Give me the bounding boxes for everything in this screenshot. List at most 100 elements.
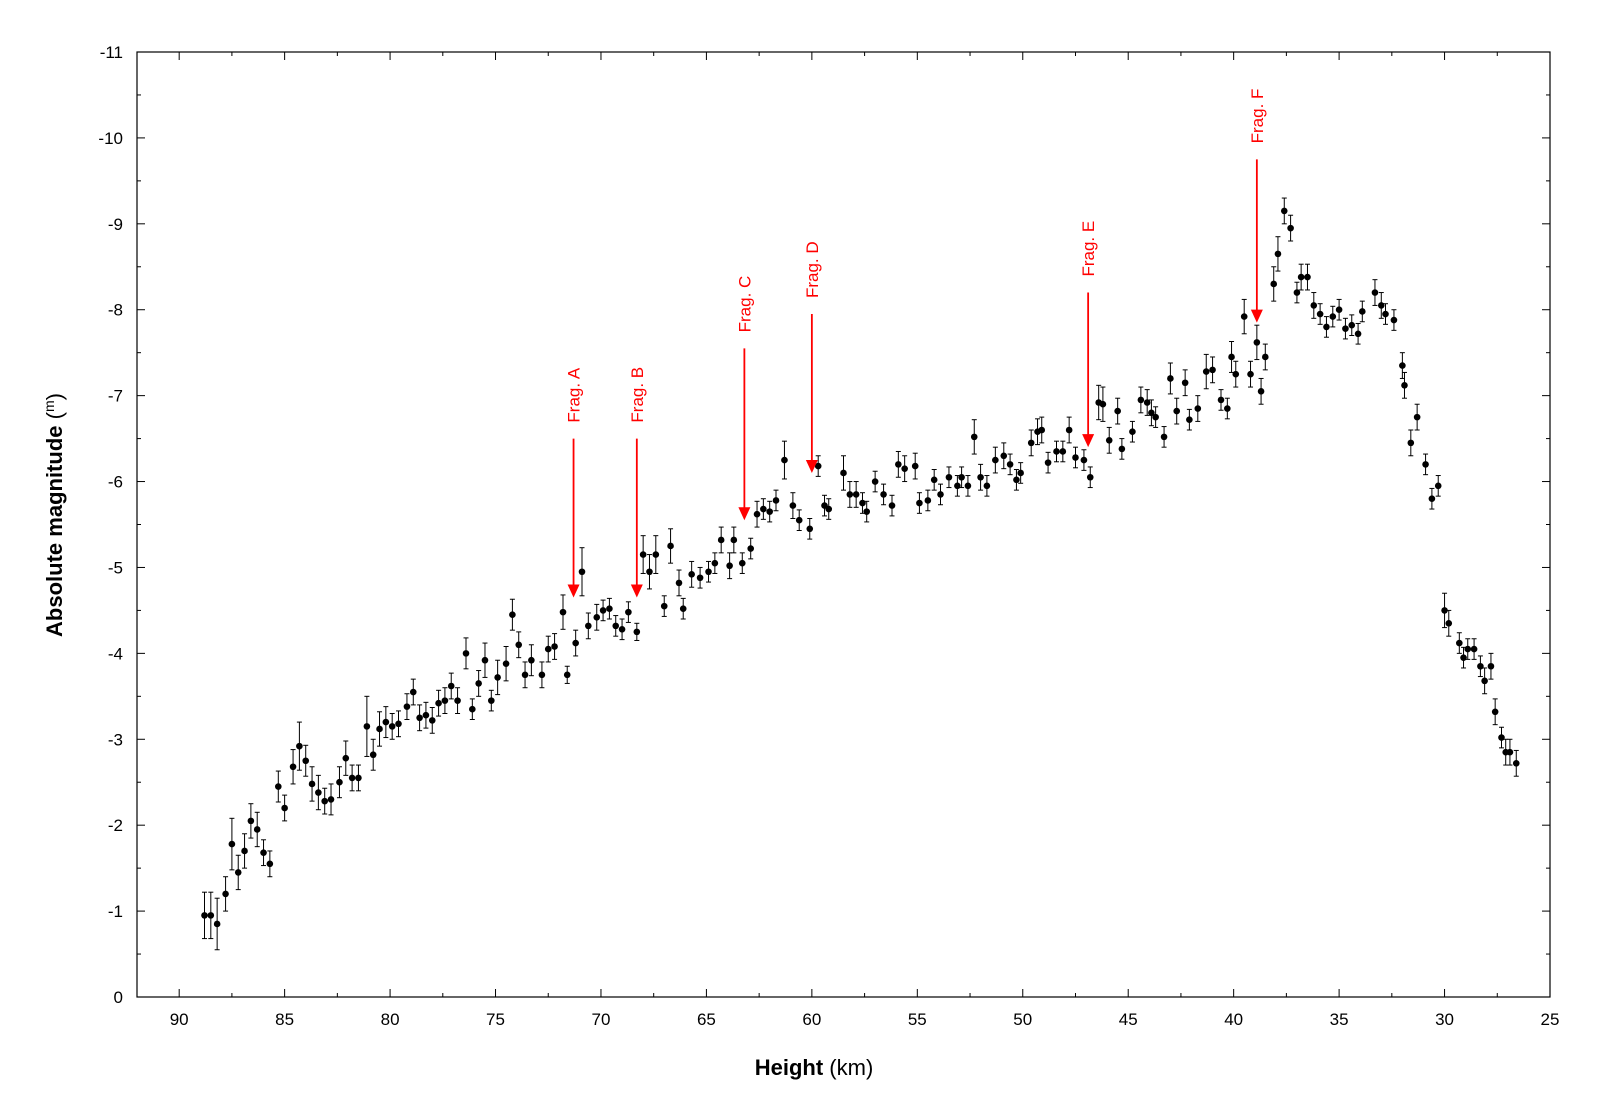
data-point (475, 680, 482, 687)
data-point (937, 491, 944, 498)
data-point (1059, 448, 1067, 455)
data-point (825, 505, 833, 513)
data-point (1481, 677, 1488, 685)
data-point (1382, 310, 1389, 318)
data-point (1209, 366, 1216, 374)
data-point (901, 465, 908, 472)
data-point (1038, 426, 1046, 434)
data-point (1456, 639, 1463, 647)
annotation-label: Frag. D (803, 241, 822, 298)
data-point (1232, 370, 1240, 378)
y-tick-label: -1 (108, 902, 123, 921)
data-point (930, 476, 938, 484)
data-point (1253, 339, 1261, 346)
data-point (321, 797, 328, 805)
annotation-label: Frag. F (1248, 89, 1267, 144)
data-point (247, 817, 255, 825)
data-point (1228, 353, 1235, 361)
data-point (1491, 708, 1499, 716)
data-point (1390, 316, 1398, 324)
data-point (814, 462, 822, 470)
x-tick-label: 90 (170, 1010, 189, 1029)
annotation-arrow-head (567, 584, 580, 598)
data-point (1422, 461, 1429, 468)
data-point (1000, 452, 1008, 460)
data-point (1257, 388, 1265, 395)
data-point (1512, 760, 1520, 767)
data-point (469, 705, 476, 713)
data-point (1143, 399, 1151, 406)
x-axis-title: Height (km) (755, 1055, 874, 1080)
data-point (606, 605, 613, 612)
data-point (625, 608, 632, 616)
data-point (441, 697, 449, 704)
data-point (895, 461, 902, 468)
x-tick-label: 80 (381, 1010, 400, 1029)
data-point (416, 714, 423, 722)
data-point (599, 607, 607, 614)
data-point (1335, 306, 1343, 314)
data-point (1428, 495, 1436, 503)
data-point (1441, 607, 1448, 614)
data-point (302, 757, 310, 765)
data-point (462, 650, 470, 657)
data-point (544, 645, 552, 653)
data-point (422, 711, 430, 719)
x-tick-label: 75 (486, 1010, 505, 1029)
data-point (970, 433, 978, 441)
data-point (1399, 362, 1406, 369)
data-point (679, 605, 687, 612)
data-point (1148, 409, 1155, 417)
data-point (738, 559, 746, 567)
data-point (403, 703, 411, 710)
data-point (502, 660, 510, 667)
data-point (1224, 405, 1231, 412)
data-point (1460, 654, 1467, 661)
data-point (1261, 353, 1269, 361)
data-point (753, 510, 761, 518)
x-tick-label: 70 (592, 1010, 611, 1029)
data-point (1044, 459, 1052, 466)
data-point (1099, 400, 1107, 408)
x-tick-label: 50 (1013, 1010, 1032, 1029)
data-point (1017, 469, 1024, 477)
data-point (228, 840, 236, 848)
data-point (1186, 416, 1193, 423)
data-point (207, 912, 215, 919)
data-point (1316, 310, 1324, 318)
data-point (260, 849, 267, 856)
data-point (348, 774, 356, 782)
data-point (563, 671, 571, 679)
data-point (454, 697, 461, 704)
data-point (289, 763, 297, 771)
data-point (395, 720, 402, 728)
y-tick-label: -8 (108, 301, 123, 320)
annotation-label: Frag. E (1079, 221, 1098, 277)
y-axis: 0 -1 -2 -3 -4 -5 -6 -7 -8 -9 -10 -11 (98, 43, 1550, 1007)
data-point (1401, 382, 1408, 389)
data-point (1506, 748, 1514, 756)
data-point (726, 562, 733, 570)
y-tick-label: -3 (108, 730, 123, 749)
data-point (772, 497, 780, 504)
y-tick-label: -9 (108, 215, 123, 234)
annotation-arrow-head (1250, 309, 1263, 323)
data-point (521, 671, 529, 679)
annotation-label: Frag. B (628, 367, 647, 423)
data-point (409, 688, 417, 696)
data-point (1065, 426, 1073, 434)
data-point (1359, 308, 1366, 315)
data-point (1280, 207, 1288, 215)
fragmentation-annotations: Frag. A Frag. B Frag. C Frag. D Frag. E Frag.… (565, 89, 1267, 598)
data-point (327, 796, 335, 803)
data-point (675, 579, 683, 587)
x-tick-label: 35 (1330, 1010, 1349, 1029)
data-point (1152, 413, 1159, 421)
data-point (578, 568, 586, 576)
data-point (1217, 396, 1225, 404)
data-point (1293, 289, 1301, 296)
data-point (1371, 289, 1379, 296)
data-point (1194, 405, 1202, 412)
data-point (618, 626, 626, 633)
data-point (528, 656, 535, 664)
